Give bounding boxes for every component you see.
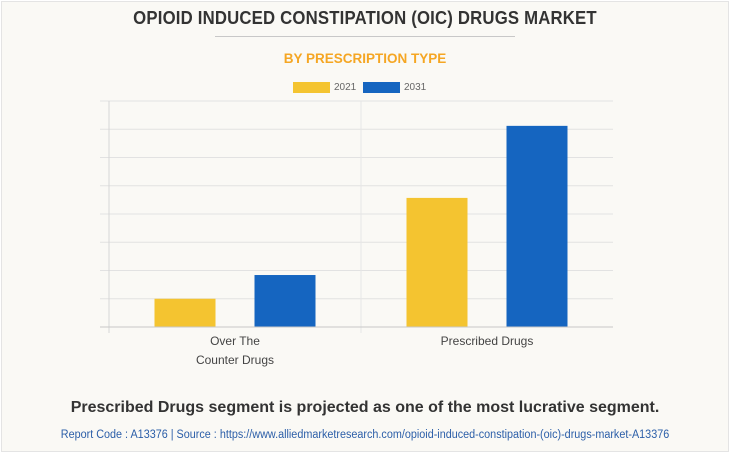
x-tick-label: Counter Drugs [196,353,274,367]
title-divider [215,36,515,37]
chart-title: OPIOID INDUCED CONSTIPATION (OIC) DRUGS … [133,8,597,28]
legend-swatch-2031 [363,82,400,93]
legend-swatch-2021 [293,82,330,93]
bar-2031-over-the-counter [254,275,316,327]
x-tick-label: Prescribed Drugs [441,334,534,348]
chart-subtitle: BY PRESCRIPTION TYPE [283,51,447,66]
legend-label-2031: 2031 [404,82,427,93]
bar-2021-over-the-counter [154,298,216,327]
key-finding-note: Prescribed Drugs segment is projected as… [70,399,660,416]
legend-item-2031[interactable]: 2031 [363,81,426,94]
legend-label-2021: 2021 [334,82,357,93]
legend-item-2021[interactable]: 2021 [293,81,356,94]
x-tick-label: Over The [210,334,260,348]
bar-2021-prescribed [406,197,468,327]
source-line[interactable]: Report Code : A13376 | Source : https://… [60,429,670,441]
bar-2031-prescribed [506,125,568,327]
